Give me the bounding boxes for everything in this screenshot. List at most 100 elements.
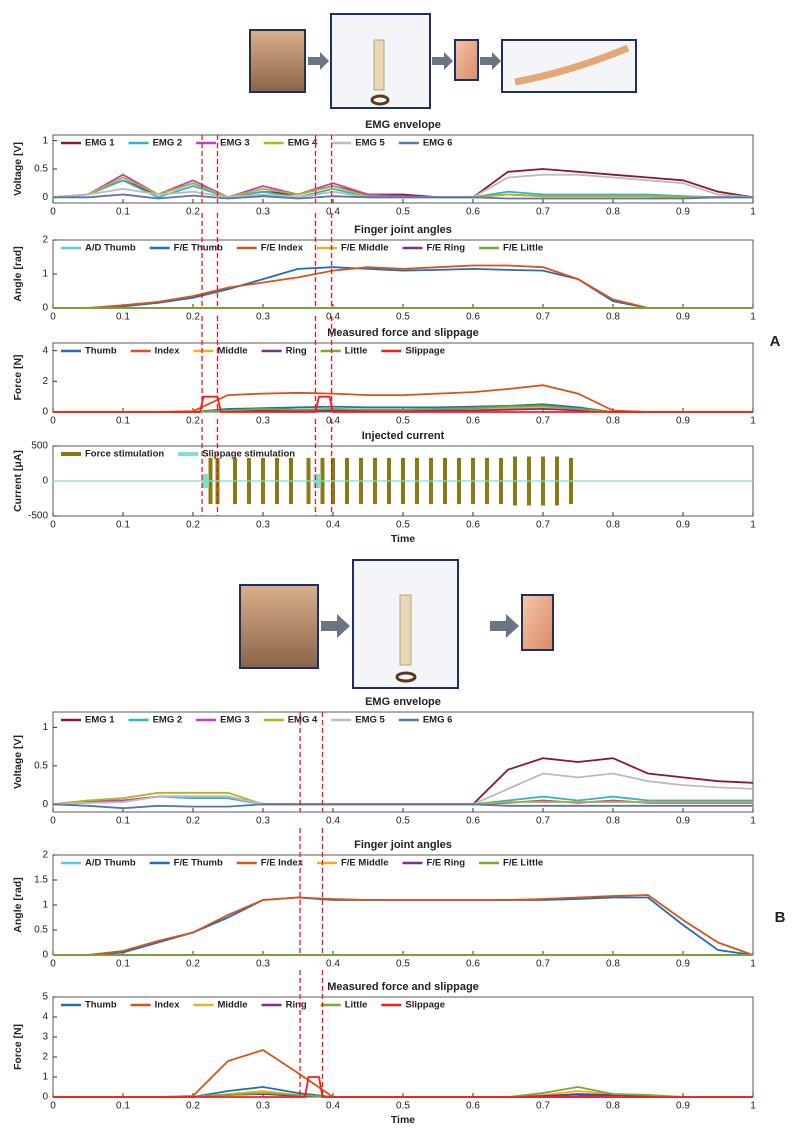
pulse: [205, 474, 209, 488]
illustration-a: [249, 13, 637, 109]
x-tick-label: 0.8: [606, 816, 620, 827]
x-tick-label: 0.8: [606, 959, 620, 970]
x-tick-label: 0.9: [676, 207, 690, 218]
x-tick-label: 0.8: [606, 1101, 620, 1112]
plot-area: [52, 854, 754, 956]
legend-label: EMG 5: [355, 138, 385, 149]
y-tick-label: 1: [42, 135, 48, 146]
residual-limb-image: [249, 29, 306, 93]
y-tick-label: 0: [42, 1092, 48, 1103]
x-tick-label: 0.1: [116, 816, 130, 827]
legend-label: EMG 3: [220, 715, 250, 726]
y-axis-label: Force [N]: [12, 354, 24, 400]
x-tick-label: 0.2: [186, 520, 200, 531]
chart-title: EMG envelope: [365, 696, 441, 708]
y-axis-label: Voltage [V]: [12, 142, 24, 196]
x-tick-label: 0.5: [396, 312, 410, 323]
arrow: [480, 52, 501, 70]
x-tick-label: 0.3: [256, 1101, 270, 1112]
chart-title: Finger joint angles: [354, 839, 452, 851]
x-tick-label: 1: [750, 207, 756, 218]
x-tick-label: 1: [750, 816, 756, 827]
x-tick-label: 0.6: [466, 416, 480, 427]
y-tick-label: 1: [42, 722, 48, 733]
series-line: [53, 1076, 753, 1098]
x-tick-label: 1: [750, 1101, 756, 1112]
legend-label: EMG 4: [288, 715, 318, 726]
y-tick-label: -500: [28, 511, 48, 522]
series-line: [53, 264, 753, 309]
y-tick-label: 0: [42, 303, 48, 314]
legend-label: F/E Middle: [341, 243, 389, 254]
legend-label: Middle: [217, 346, 247, 357]
x-tick-label: 0.8: [606, 416, 620, 427]
x-tick-label: 0.2: [186, 207, 200, 218]
x-tick-label: 0: [50, 312, 56, 323]
x-tick-label: 0.1: [116, 207, 130, 218]
chart-title: Measured force and slippage: [327, 327, 479, 339]
x-tick-label: 0.5: [396, 816, 410, 827]
x-tick-label: 0: [50, 520, 56, 531]
x-tick-label: 0.5: [396, 520, 410, 531]
pulse: [201, 474, 206, 488]
legend-label: EMG 1: [85, 715, 115, 726]
x-tick-label: 0.5: [396, 207, 410, 218]
x-tick-label: 0.1: [116, 520, 130, 531]
y-tick-label: 1: [42, 269, 48, 280]
chart: EMG envelope Voltage [V] 0 0.1 0.2 0.3 0.4 0.5 0…: [12, 696, 756, 827]
legend-label: F/E Ring: [426, 858, 465, 869]
legend-label: Slippage stimulation: [202, 449, 295, 460]
chart-title: Injected current: [362, 430, 445, 442]
series-line: [53, 894, 754, 956]
legend-label: EMG 4: [288, 138, 318, 149]
legend-label: F/E Ring: [426, 243, 465, 254]
legend-label: F/E Thumb: [174, 858, 223, 869]
x-tick-label: 0.4: [326, 207, 340, 218]
nerve: [514, 44, 630, 86]
y-tick-label: 1: [42, 900, 48, 911]
arrow: [490, 614, 519, 638]
x-tick-label: 0: [50, 816, 56, 827]
x-tick-label: 0.4: [326, 816, 340, 827]
x-tick-label: 0.4: [326, 312, 340, 323]
legend-label: EMG 2: [153, 715, 183, 726]
y-axis-label: Current [μA]: [12, 450, 24, 512]
x-tick-label: 0.2: [186, 816, 200, 827]
legend-label: Ring: [286, 1000, 307, 1011]
pulse: [317, 474, 321, 488]
x-tick-label: 1: [750, 520, 756, 531]
x-tick-label: 0.6: [466, 1101, 480, 1112]
plot-area: [52, 239, 754, 309]
y-tick-label: 4: [42, 1012, 48, 1023]
legend-label: F/E Little: [503, 858, 543, 869]
y-tick-label: 2: [42, 1052, 48, 1063]
legend-label: A/D Thumb: [85, 858, 136, 869]
x-tick-label: 0.3: [256, 520, 270, 531]
x-tick-label: 0.9: [676, 312, 690, 323]
x-tick-label: 0: [50, 207, 56, 218]
legend-label: Index: [155, 1000, 181, 1011]
illustration-b: [239, 559, 554, 689]
object: [373, 39, 385, 91]
x-tick-label: 0.3: [256, 816, 270, 827]
x-tick-label: 0.9: [676, 520, 690, 531]
chart-title: Finger joint angles: [354, 224, 452, 236]
x-tick-label: 0.6: [466, 312, 480, 323]
x-tick-label: 0.2: [186, 1101, 200, 1112]
chart-title: Measured force and slippage: [327, 981, 479, 993]
legend-label: Little: [345, 1000, 368, 1011]
x-tick-label: 0.4: [326, 416, 340, 427]
legend-label: EMG 1: [85, 138, 115, 149]
series-line: [52, 803, 753, 810]
x-tick-label: 0.3: [256, 416, 270, 427]
legend-label: EMG 3: [220, 138, 250, 149]
y-tick-label: 2: [42, 235, 48, 246]
chart: EMG envelope Voltage [V] 0 0.1 0.2 0.3 0.4 0.5 0…: [12, 119, 756, 218]
legend-label: EMG 5: [355, 715, 385, 726]
x-tick-label: 0.2: [186, 959, 200, 970]
x-tick-label: 0.7: [536, 520, 550, 531]
legend-label: Little: [345, 346, 368, 357]
plot-area: [52, 711, 754, 813]
x-tick-label: 1: [750, 312, 756, 323]
panel-label: A: [770, 333, 781, 350]
